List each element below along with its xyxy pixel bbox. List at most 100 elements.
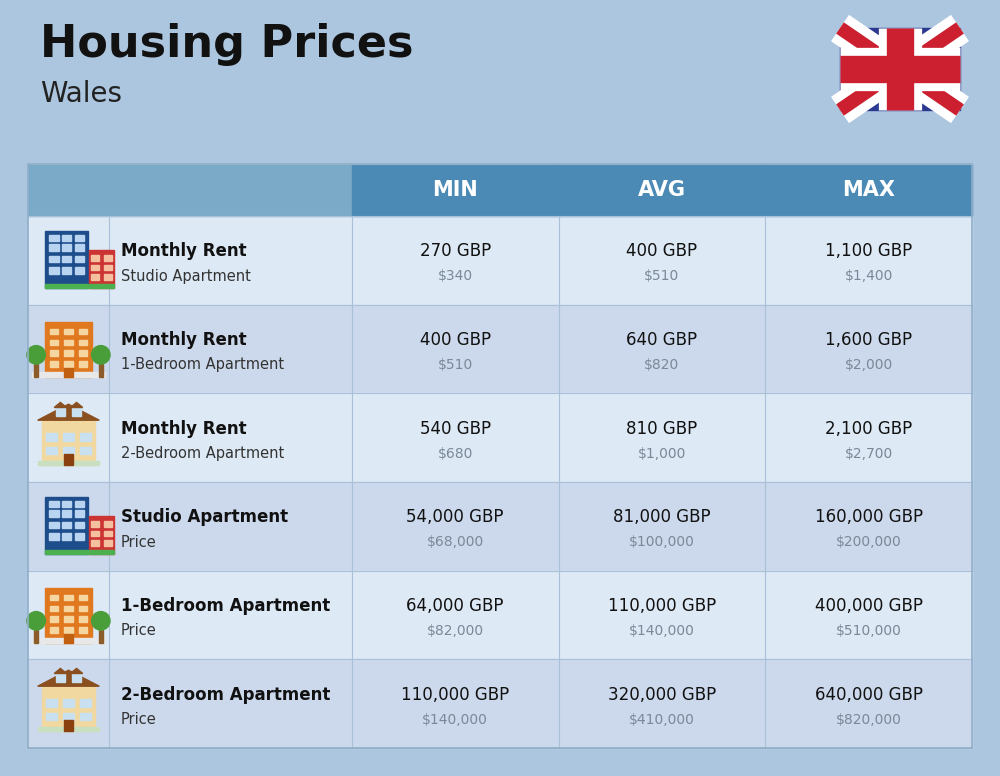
- Text: $680: $680: [438, 447, 473, 461]
- Text: $1,400: $1,400: [844, 269, 893, 283]
- Bar: [46, 699, 57, 706]
- Text: $410,000: $410,000: [629, 712, 695, 726]
- Text: $2,700: $2,700: [845, 447, 893, 461]
- Text: Studio Apartment: Studio Apartment: [121, 268, 251, 284]
- Bar: [38, 461, 99, 466]
- Bar: [38, 727, 99, 731]
- Bar: [109, 393, 352, 482]
- Text: 2,100 GBP: 2,100 GBP: [825, 420, 912, 438]
- Bar: [49, 244, 59, 251]
- Bar: [765, 660, 972, 748]
- Text: $820,000: $820,000: [836, 712, 902, 726]
- Bar: [352, 570, 559, 660]
- Bar: [75, 511, 84, 517]
- Text: $140,000: $140,000: [422, 712, 488, 726]
- Bar: [109, 570, 352, 660]
- Bar: [62, 511, 71, 517]
- Text: Housing Prices: Housing Prices: [40, 23, 414, 66]
- Bar: [63, 713, 74, 720]
- Bar: [75, 501, 84, 508]
- Bar: [34, 363, 38, 376]
- Bar: [50, 594, 58, 600]
- Bar: [352, 164, 559, 216]
- Bar: [56, 407, 65, 416]
- Bar: [75, 521, 84, 528]
- Bar: [75, 244, 84, 251]
- Bar: [56, 674, 65, 682]
- Text: Price: Price: [121, 623, 157, 639]
- Bar: [840, 28, 960, 110]
- Bar: [63, 447, 74, 454]
- Text: 110,000 GBP: 110,000 GBP: [608, 598, 716, 615]
- Text: 1-Bedroom Apartment: 1-Bedroom Apartment: [121, 598, 330, 615]
- Bar: [64, 634, 73, 643]
- Text: $820: $820: [644, 358, 680, 372]
- Bar: [559, 660, 765, 748]
- Text: MAX: MAX: [842, 180, 895, 200]
- Bar: [75, 533, 84, 540]
- Text: 320,000 GBP: 320,000 GBP: [608, 686, 716, 704]
- Circle shape: [27, 345, 45, 364]
- Bar: [64, 362, 73, 367]
- Bar: [765, 216, 972, 305]
- Bar: [79, 605, 87, 611]
- Bar: [91, 255, 99, 261]
- Bar: [50, 351, 58, 356]
- Bar: [28, 570, 109, 660]
- Bar: [46, 713, 57, 720]
- Bar: [50, 616, 58, 622]
- Polygon shape: [38, 670, 99, 686]
- Bar: [559, 570, 765, 660]
- Bar: [34, 629, 38, 643]
- Bar: [104, 275, 112, 279]
- Text: Monthly Rent: Monthly Rent: [121, 331, 247, 349]
- Bar: [104, 540, 112, 546]
- Bar: [109, 216, 352, 305]
- Bar: [62, 501, 71, 508]
- Bar: [89, 250, 114, 288]
- Bar: [64, 340, 73, 345]
- Bar: [765, 570, 972, 660]
- Bar: [49, 511, 59, 517]
- Bar: [63, 433, 74, 441]
- Bar: [765, 482, 972, 570]
- Bar: [64, 455, 73, 466]
- Polygon shape: [70, 403, 83, 407]
- Bar: [79, 351, 87, 356]
- Bar: [62, 267, 71, 274]
- Bar: [80, 433, 91, 441]
- Polygon shape: [38, 404, 99, 421]
- Bar: [50, 329, 58, 334]
- Bar: [104, 521, 112, 527]
- Bar: [89, 283, 114, 288]
- Bar: [89, 516, 114, 554]
- Circle shape: [27, 611, 45, 630]
- Text: 160,000 GBP: 160,000 GBP: [815, 508, 923, 526]
- Text: 110,000 GBP: 110,000 GBP: [401, 686, 509, 704]
- Text: $140,000: $140,000: [629, 624, 695, 638]
- Bar: [64, 351, 73, 356]
- Text: $510: $510: [438, 358, 473, 372]
- Bar: [352, 393, 559, 482]
- Bar: [91, 275, 99, 279]
- Text: Price: Price: [121, 535, 157, 549]
- Bar: [49, 255, 59, 262]
- Bar: [49, 267, 59, 274]
- Text: $200,000: $200,000: [836, 535, 902, 549]
- Bar: [559, 216, 765, 305]
- Text: 400 GBP: 400 GBP: [420, 331, 491, 349]
- Bar: [46, 433, 57, 441]
- Bar: [91, 531, 99, 535]
- Bar: [64, 616, 73, 622]
- Bar: [89, 549, 114, 554]
- Bar: [49, 521, 59, 528]
- Bar: [62, 533, 71, 540]
- Bar: [79, 329, 87, 334]
- Bar: [765, 305, 972, 393]
- Bar: [72, 674, 81, 682]
- Text: 640,000 GBP: 640,000 GBP: [815, 686, 923, 704]
- Bar: [104, 265, 112, 270]
- Text: $2,000: $2,000: [845, 358, 893, 372]
- Bar: [99, 363, 103, 376]
- Polygon shape: [54, 668, 67, 674]
